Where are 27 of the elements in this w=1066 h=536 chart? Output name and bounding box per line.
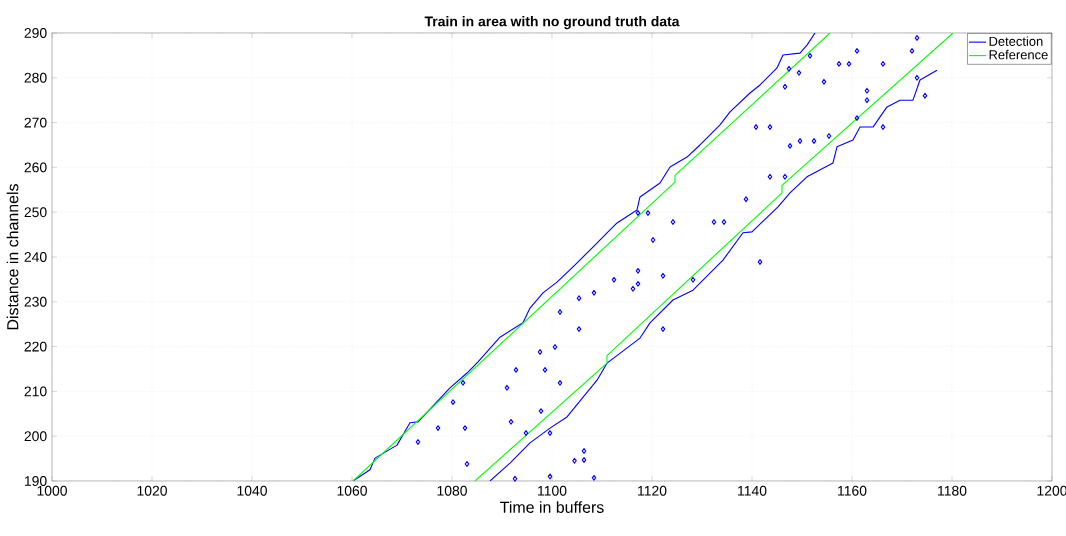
y-tick-label: 190 bbox=[24, 476, 47, 486]
y-tick-label: 210 bbox=[24, 386, 47, 397]
y-tick-label: 220 bbox=[24, 341, 47, 352]
x-tick-label: 1180 bbox=[938, 485, 967, 496]
x-tick-label: 1040 bbox=[237, 485, 267, 496]
x-tick-label: 1120 bbox=[638, 485, 667, 496]
x-axis-title: Time in buffers bbox=[500, 501, 604, 513]
y-tick-label: 260 bbox=[24, 162, 47, 173]
y-tick-label: 200 bbox=[24, 431, 47, 442]
chart-title: Train in area with no ground truth data bbox=[424, 16, 680, 30]
y-tick-label: 270 bbox=[24, 117, 47, 128]
x-tick-label: 1060 bbox=[337, 485, 367, 496]
x-tick-label: 1000 bbox=[37, 485, 67, 496]
y-tick-label: 230 bbox=[24, 296, 47, 307]
x-tick-label: 1140 bbox=[738, 485, 767, 496]
x-tick-label: 1020 bbox=[137, 485, 167, 496]
y-tick-label: 250 bbox=[24, 207, 47, 218]
y-tick-label: 280 bbox=[24, 72, 47, 83]
legend-label: Reference bbox=[989, 49, 1048, 60]
x-tick-label: 1200 bbox=[1037, 485, 1066, 496]
x-tick-label: 1100 bbox=[538, 485, 567, 496]
y-tick-label: 290 bbox=[24, 28, 47, 38]
x-tick-label: 1160 bbox=[838, 485, 867, 496]
x-tick-label: 1080 bbox=[437, 485, 467, 496]
y-tick-label: 240 bbox=[24, 252, 47, 262]
y-axis-title: Distance in channels bbox=[6, 184, 19, 330]
legend-label: Detection bbox=[989, 36, 1043, 46]
